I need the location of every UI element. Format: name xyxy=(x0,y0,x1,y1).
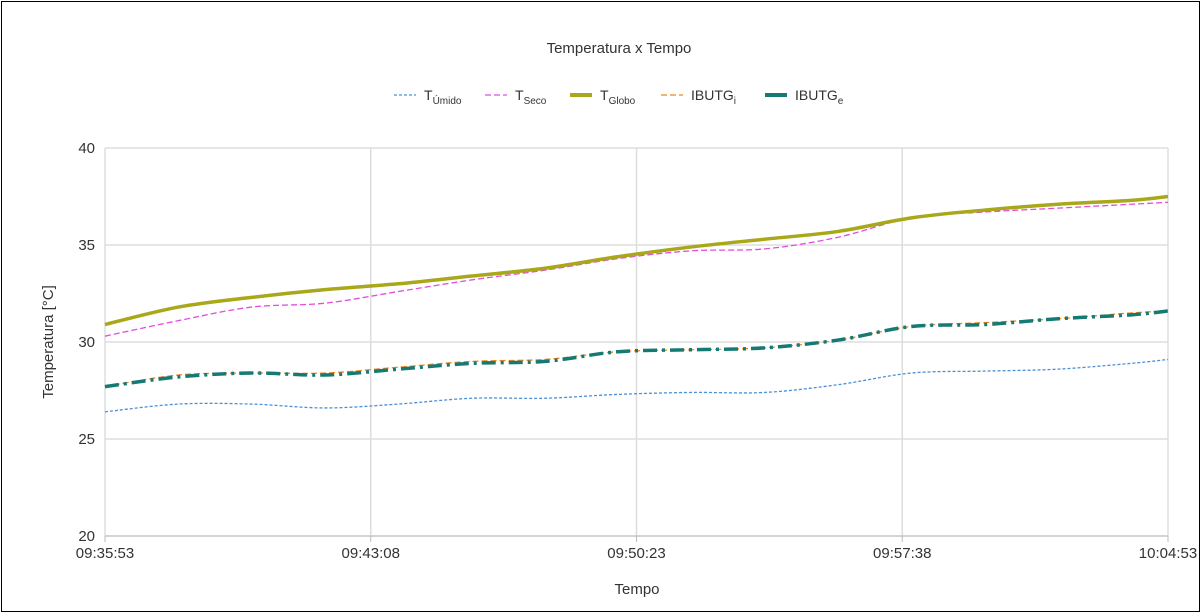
legend-label: TGlobo xyxy=(600,87,636,107)
y-tick-label: 35 xyxy=(78,237,95,254)
series-line-t-globo xyxy=(104,194,1169,327)
series-line-t-úmido xyxy=(104,358,1169,413)
chart-series-group xyxy=(104,194,1169,413)
y-tick-label: 30 xyxy=(78,334,95,351)
y-tick-label: 20 xyxy=(78,528,95,545)
y-axis-label: Temperatura [°C] xyxy=(40,285,57,399)
chart-legend: TÚmido TSeco TGlobo IBUTGi IBUTGe xyxy=(394,87,844,107)
x-tick-label: 09:43:08 xyxy=(342,545,400,562)
x-tick-label: 09:35:53 xyxy=(76,545,134,562)
x-tick-label: 09:50:23 xyxy=(607,545,665,562)
legend-label: TÚmido xyxy=(424,87,462,107)
series-line-t-seco xyxy=(104,201,1169,337)
x-tick-label: 09:57:38 xyxy=(873,545,931,562)
series-line-ibutg-e xyxy=(104,309,1169,389)
chart-title: Temperatura x Tempo xyxy=(547,40,692,57)
legend-label: IBUTGi xyxy=(691,87,736,107)
chart-ticks: 20 25 30 35 40 09:35:53 09:43:08 09:50:23 09:57:… xyxy=(76,140,1197,562)
y-tick-label: 40 xyxy=(78,140,95,157)
x-axis-label: Tempo xyxy=(614,581,659,598)
legend-label: IBUTGe xyxy=(795,87,844,107)
chart-grid xyxy=(104,147,1169,537)
legend-label: TSeco xyxy=(515,87,547,107)
y-tick-label: 25 xyxy=(78,431,95,448)
x-tick-label: 10:04:53 xyxy=(1139,545,1197,562)
